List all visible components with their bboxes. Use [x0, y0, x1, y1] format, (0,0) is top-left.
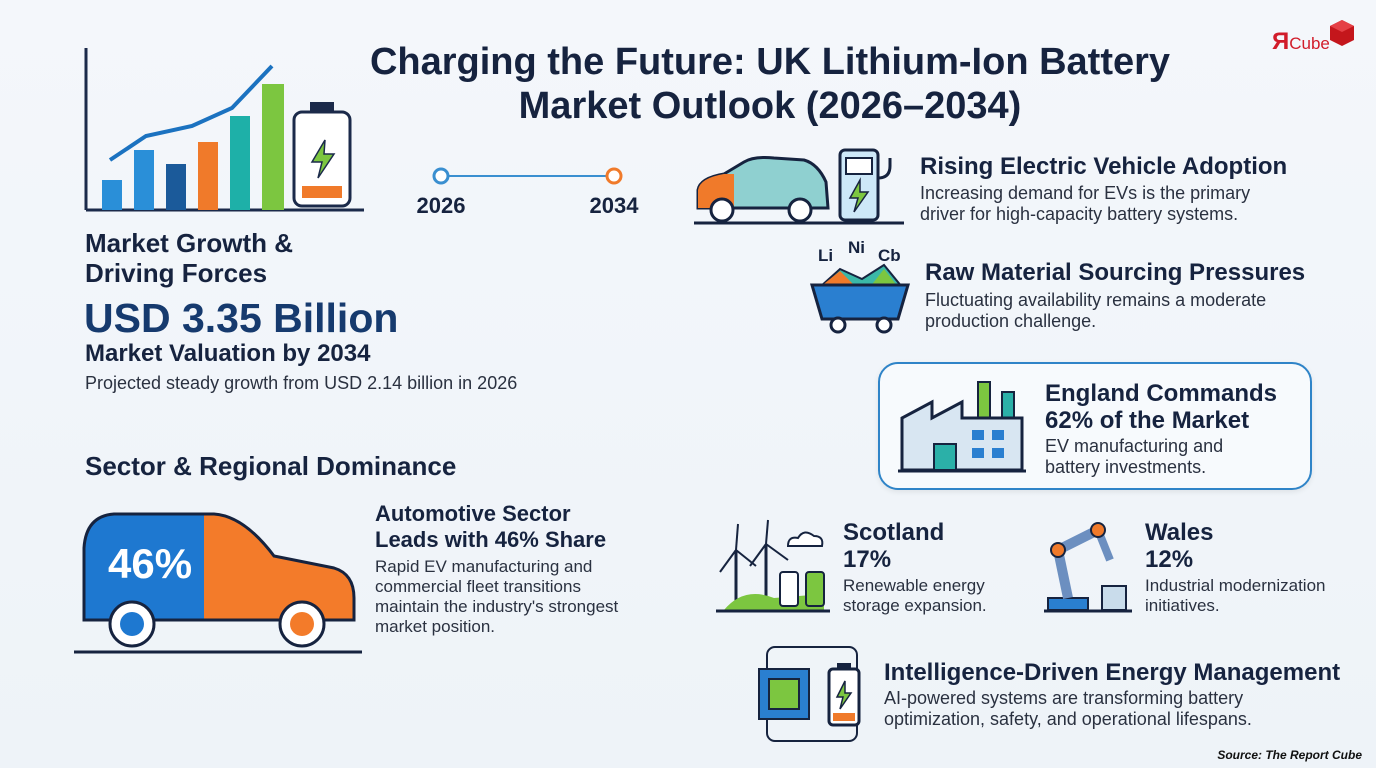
logo-mark: Я — [1272, 28, 1290, 55]
region-name: Scotland — [843, 519, 945, 546]
automotive-car-icon — [74, 512, 362, 654]
logo-cube — [1330, 20, 1354, 46]
source: Source: The Report Cube — [1217, 748, 1362, 762]
wales-icon — [1044, 522, 1132, 613]
intelligence-title: Intelligence-Driven Energy Management — [884, 659, 1341, 686]
element-label: Cb — [878, 246, 901, 265]
title-line: Market Outlook (2026–2034) — [518, 85, 1022, 127]
region-share: 12% — [1145, 546, 1194, 573]
valuation-label: Market Valuation by 2034 — [85, 340, 371, 367]
market-valuation: USD 3.35 Billion — [84, 295, 399, 341]
factory-icon — [898, 381, 1026, 473]
timeline — [432, 167, 623, 185]
element-label: Ni — [848, 238, 865, 257]
timeline-end: 2034 — [589, 193, 639, 218]
driver-title: Rising Electric Vehicle Adoption — [920, 153, 1288, 180]
ev-icon — [694, 148, 904, 225]
market-note: Projected steady growth from USD 2.14 bi… — [85, 373, 518, 393]
region-share: 17% — [843, 546, 892, 573]
timeline-start: 2026 — [416, 193, 466, 218]
region-text: EV manufacturing and battery investments… — [1045, 436, 1224, 477]
scotland-icon — [716, 519, 830, 613]
intelligence-icon — [758, 646, 861, 742]
logo: ЯCube — [1272, 28, 1330, 56]
region-text: Industrial modernization initiatives. — [1145, 576, 1326, 615]
driver-text: Increasing demand for EVs is the primary… — [920, 183, 1251, 224]
region-name: Wales — [1145, 519, 1214, 546]
growth-chart-icon — [84, 48, 364, 212]
raw-material-icon — [809, 263, 911, 334]
share-badge: 46% — [108, 540, 193, 587]
region-text: Renewable energy storage expansion. — [843, 576, 987, 615]
logo-name: Cube — [1289, 34, 1330, 53]
market-heading: Market Growth & Driving Forces — [85, 228, 294, 288]
intelligence-text: AI-powered systems are transforming batt… — [884, 688, 1252, 729]
driver-text: Fluctuating availability remains a moder… — [925, 290, 1267, 331]
region-title: England Commands 62% of the Market — [1045, 380, 1278, 434]
sector-heading: Sector & Regional Dominance — [85, 451, 457, 481]
sector-text: Rapid EV manufacturing and commercial fl… — [375, 557, 619, 636]
element-label: Li — [818, 246, 834, 265]
driver-title: Raw Material Sourcing Pressures — [925, 259, 1306, 286]
title: Charging the Future: UK Lithium-Ion Batt… — [340, 40, 1200, 128]
sector-title: Automotive Sector Leads with 46% Share — [375, 501, 607, 552]
title-line: Charging the Future: UK Lithium-Ion Batt… — [369, 41, 1171, 83]
